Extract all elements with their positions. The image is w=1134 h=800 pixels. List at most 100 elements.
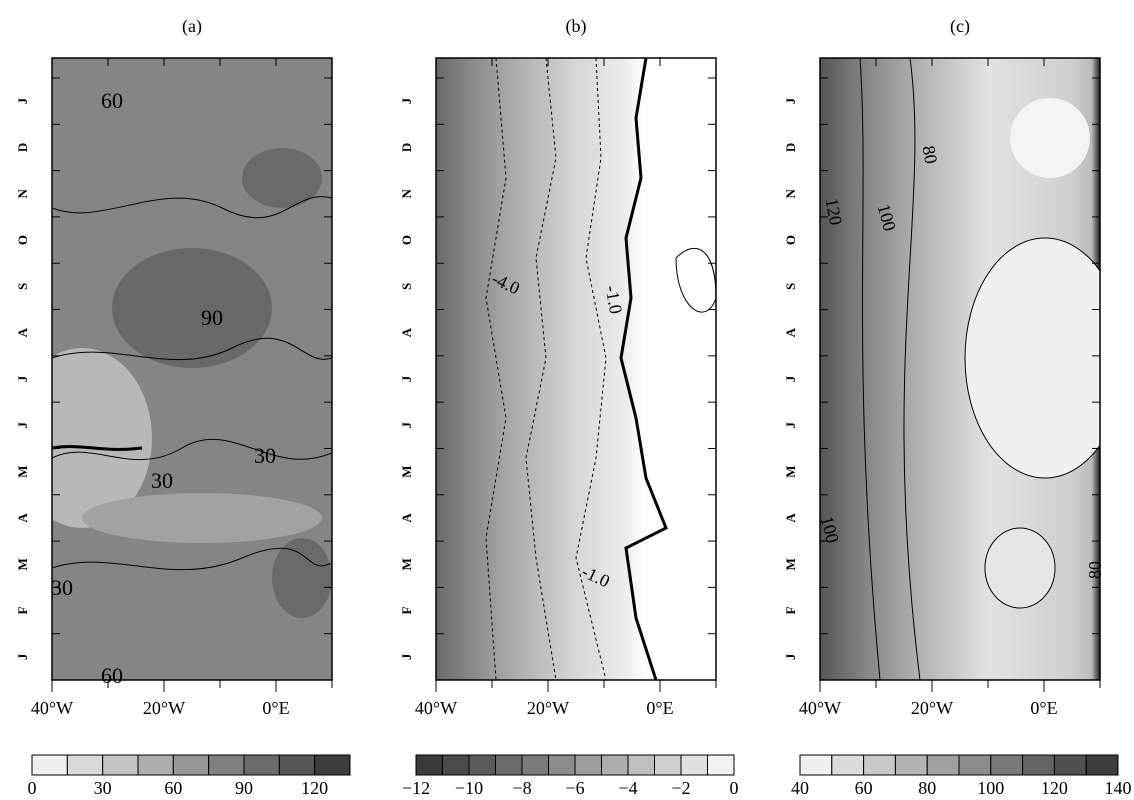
month-label: O <box>783 235 798 245</box>
colorbar-box <box>314 754 351 776</box>
colorbar-box <box>521 754 549 776</box>
contour-label: 90 <box>201 305 223 330</box>
colorbar-box <box>548 754 576 776</box>
month-label: O <box>15 235 30 245</box>
contour-label: 30 <box>254 443 276 468</box>
colorbar-tick-label: 100 <box>977 778 1004 798</box>
contour-label: 80 <box>1085 561 1105 579</box>
month-label: A <box>783 513 798 523</box>
contour-label: 80 <box>918 144 941 165</box>
colorbar-tick-label: −12 <box>402 778 430 798</box>
colorbar-box <box>415 754 443 776</box>
colorbar-tick-label: 90 <box>235 778 253 798</box>
colorbar-box <box>278 754 316 776</box>
x-tick-label: 20°W <box>143 698 185 718</box>
month-label: S <box>399 283 414 290</box>
panel-title: (b) <box>566 16 587 37</box>
colorbar-tick-label: 0 <box>28 778 37 798</box>
colorbar-box <box>468 754 496 776</box>
colorbar-tick-label: −6 <box>565 778 584 798</box>
x-tick-label: 20°W <box>911 698 953 718</box>
colorbar-box <box>680 754 708 776</box>
month-label: J <box>15 375 30 382</box>
month-label: F <box>15 607 30 615</box>
month-label: M <box>783 465 798 477</box>
x-tick-label: 40°W <box>799 698 841 718</box>
colorbar-box <box>799 754 833 776</box>
month-label: J <box>783 422 798 429</box>
colorbar-box <box>654 754 682 776</box>
month-label: A <box>399 513 414 523</box>
colorbar-box <box>627 754 655 776</box>
x-tick-label: 0°E <box>646 698 673 718</box>
colorbar-box <box>926 754 960 776</box>
panel-title: (c) <box>950 16 970 37</box>
colorbar-tick-label: 40 <box>791 778 809 798</box>
month-label: J <box>783 375 798 382</box>
colorbar-tick-label: −8 <box>512 778 531 798</box>
month-label: A <box>399 327 414 337</box>
month-label: J <box>399 653 414 660</box>
contour-label: 30 <box>151 468 173 493</box>
colorbar-box <box>66 754 104 776</box>
colorbar-box <box>1085 754 1119 776</box>
x-tick-label: 20°W <box>527 698 569 718</box>
x-tick-label: 40°W <box>415 698 457 718</box>
colorbar-tick-label: −10 <box>455 778 483 798</box>
contour-label: 60 <box>101 663 123 688</box>
colorbar-box <box>31 754 68 776</box>
colorbar-box <box>1022 754 1055 776</box>
colorbar-box <box>208 754 245 776</box>
plot-frame <box>435 57 717 681</box>
month-label: N <box>783 188 798 198</box>
month-label: S <box>15 283 30 290</box>
x-tick-label: 0°E <box>262 698 289 718</box>
colorbar-box <box>574 754 602 776</box>
colorbar-box <box>894 754 928 776</box>
colorbar-box <box>442 754 470 776</box>
contour-label: 120 <box>822 197 846 227</box>
month-label: M <box>783 558 798 570</box>
colorbar-box <box>601 754 629 776</box>
x-tick-label: 0°E <box>1030 698 1057 718</box>
plot-frame <box>51 57 333 681</box>
month-label: D <box>783 143 798 152</box>
field-c <box>820 58 1100 680</box>
colorbar-tick-label: 80 <box>918 778 936 798</box>
field-b <box>436 58 716 680</box>
month-label: J <box>783 97 798 104</box>
colorbar-tick-label: 120 <box>1041 778 1068 798</box>
field-a <box>52 58 332 680</box>
colorbar-box <box>990 754 1024 776</box>
colorbar-box <box>958 754 992 776</box>
colorbar-tick-label: 120 <box>301 778 328 798</box>
month-label: N <box>15 188 30 198</box>
month-label: J <box>15 653 30 660</box>
x-tick-label: 40°W <box>31 698 73 718</box>
panel-title: (a) <box>182 16 202 37</box>
colorbar-tick-label: −4 <box>618 778 637 798</box>
month-label: M <box>15 558 30 570</box>
month-label: A <box>783 327 798 337</box>
colorbar-box <box>1053 754 1087 776</box>
month-label: J <box>399 422 414 429</box>
month-label: D <box>15 143 30 152</box>
month-label: M <box>15 465 30 477</box>
month-label: S <box>783 283 798 290</box>
colorbar-box <box>707 754 735 776</box>
colorbar-box <box>102 754 139 776</box>
colorbar-tick-label: 30 <box>94 778 112 798</box>
month-label: A <box>15 327 30 337</box>
contour-label: -1.0 <box>602 284 627 316</box>
month-label: F <box>399 607 414 615</box>
colorbar-box <box>137 754 174 776</box>
month-label: D <box>399 143 414 152</box>
colorbar-tick-label: 60 <box>164 778 182 798</box>
month-label: M <box>399 558 414 570</box>
month-label: J <box>15 422 30 429</box>
contour-label: 60 <box>101 88 123 113</box>
colorbar-tick-label: 0 <box>730 778 739 798</box>
colorbar-box <box>243 754 280 776</box>
